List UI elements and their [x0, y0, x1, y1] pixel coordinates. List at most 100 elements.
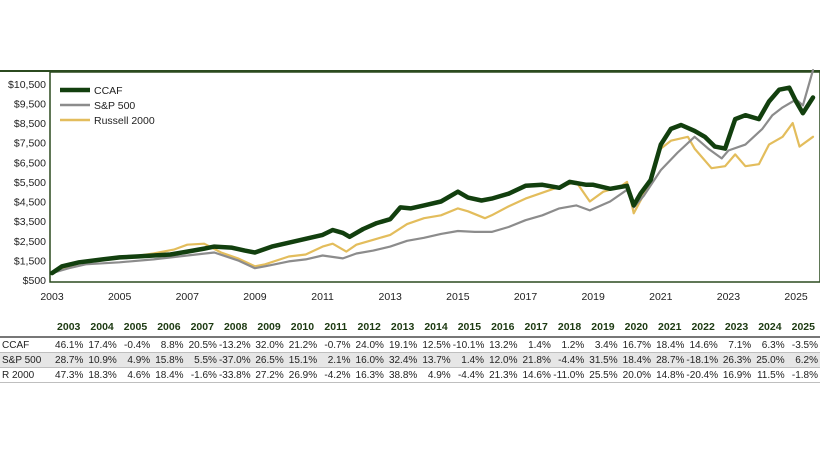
return-cell: 6.3% [761, 339, 785, 351]
year-header: 2015 [457, 321, 482, 333]
x-axis-ticks: 2003 2005 2007 2009 2011 2013 2015 2017 2019 2021… [40, 291, 808, 303]
return-cell: 26.9% [288, 369, 318, 381]
x-tick-label: 2025 [784, 291, 808, 303]
return-cell: 4.9% [127, 354, 151, 366]
year-header: 2023 [724, 321, 749, 333]
table-corner [0, 318, 52, 337]
series-lines [49, 68, 816, 276]
return-cell: -37.0% [218, 354, 251, 366]
y-tick-label: $8,500 [14, 118, 46, 130]
return-cell: 38.8% [388, 369, 418, 381]
return-cell: 25.0% [756, 354, 785, 366]
return-cell: 32.4% [388, 354, 418, 366]
x-tick-label: 2017 [514, 291, 538, 303]
return-cell: 27.2% [255, 369, 284, 381]
y-tick-label: $7,500 [14, 138, 46, 150]
y-axis-ticks: $500 $1,500 $2,500 $3,500 $4,500 $5,500 $6,500… [8, 79, 46, 287]
x-tick-label: 2019 [581, 291, 605, 303]
year-header: 2006 [157, 321, 181, 333]
return-cell: 3.4% [594, 339, 618, 351]
return-cell: 12.5% [422, 339, 451, 351]
y-tick-label: $2,500 [14, 236, 46, 248]
chart-legend: CCAF S&P 500 Russell 2000 [60, 85, 155, 127]
return-cell: -20.4% [686, 369, 719, 381]
row-label: CCAF [2, 339, 30, 351]
x-tick-label: 2011 [311, 291, 334, 303]
return-cell: 2.1% [327, 354, 351, 366]
return-cell: 12.0% [489, 354, 518, 366]
return-cell: -4.2% [324, 369, 351, 381]
y-tick-label: $1,500 [14, 255, 46, 267]
year-header: 2022 [691, 321, 715, 333]
y-tick-label: $4,500 [14, 197, 46, 209]
return-cell: 20.5% [188, 339, 217, 351]
return-cell: 16.9% [722, 369, 752, 381]
series-line-1 [50, 68, 815, 275]
legend-label: Russell 2000 [94, 115, 155, 127]
return-cell: 7.1% [728, 339, 752, 351]
return-cell: -10.1% [452, 339, 485, 351]
return-cell: 21.3% [489, 369, 518, 381]
y-tick-label: $500 [23, 275, 47, 287]
return-cell: 10.9% [88, 354, 117, 366]
return-cell: 25.5% [589, 369, 618, 381]
return-cell: 15.8% [155, 354, 184, 366]
return-cell: 18.4% [622, 354, 652, 366]
year-header: 2025 [791, 321, 815, 333]
return-cell: -11.0% [553, 369, 585, 381]
return-cell: 15.1% [288, 354, 318, 366]
year-header: 2004 [90, 321, 114, 333]
legend-label: CCAF [94, 85, 123, 97]
year-header: 2017 [524, 321, 548, 333]
return-cell: 13.2% [489, 339, 518, 351]
year-header: 2013 [390, 321, 415, 333]
return-cell: 16.0% [355, 354, 384, 366]
year-header: 2010 [290, 321, 315, 333]
return-cell: -1.8% [791, 369, 818, 381]
annual-returns-table: 2003 2004 2005 2006 2007 2008 2009 2010 2011 2012… [0, 318, 820, 383]
return-cell: 18.4% [155, 369, 184, 381]
return-cell: -3.5% [791, 339, 818, 351]
x-tick-label: 2009 [243, 291, 267, 303]
return-cell: 26.5% [255, 354, 284, 366]
year-header: 2009 [257, 321, 281, 333]
table-row: S&P 500 28.7% 10.9% 4.9% 15.8% 5.5% -37.0% 26.5… [0, 352, 820, 368]
performance-chart: $500 $1,500 $2,500 $3,500 $4,500 $5,500 $6,500… [0, 68, 820, 303]
return-cell: 1.4% [461, 354, 485, 366]
return-cell: 14.8% [656, 369, 685, 381]
return-cell: -4.4% [457, 369, 485, 381]
return-cell: 1.2% [561, 339, 585, 351]
year-header: 2007 [190, 321, 214, 333]
return-cell: 18.3% [88, 369, 117, 381]
return-cell: 13.7% [422, 354, 451, 366]
return-cell: 47.3% [55, 369, 84, 381]
return-cell: 1.4% [528, 339, 551, 351]
x-tick-label: 2007 [176, 291, 200, 303]
return-cell: 6.2% [795, 354, 818, 366]
year-header: 2018 [557, 321, 582, 333]
x-tick-label: 2021 [649, 291, 673, 303]
return-cell: 4.9% [427, 369, 451, 381]
year-header: 2005 [123, 321, 148, 333]
table-row: CCAF 46.1% 17.4% -0.4% 8.8% 20.5% -13.2% 32.0% 2… [0, 337, 820, 353]
y-tick-label: $3,500 [14, 216, 46, 228]
return-cell: -1.6% [190, 369, 217, 381]
x-tick-label: 2005 [108, 291, 132, 303]
table-header-row: 2003 2004 2005 2006 2007 2008 2009 2010 2011 2012… [0, 318, 820, 337]
x-tick-label: 2023 [717, 291, 741, 303]
year-header: 2012 [357, 321, 381, 333]
return-cell: 14.6% [689, 339, 718, 351]
return-cell: 28.7% [55, 354, 84, 366]
return-cell: -0.7% [324, 339, 351, 351]
y-tick-label: $5,500 [14, 177, 46, 189]
return-cell: 21.8% [522, 354, 551, 366]
year-header: 2019 [591, 321, 615, 333]
year-header: 2003 [57, 321, 81, 333]
year-header: 2021 [658, 321, 682, 333]
x-tick-label: 2013 [379, 291, 403, 303]
year-header: 2011 [324, 321, 348, 333]
return-cell: 4.6% [127, 369, 151, 381]
return-cell: 28.7% [656, 354, 685, 366]
row-label: R 2000 [2, 369, 35, 381]
year-header: 2020 [624, 321, 649, 333]
